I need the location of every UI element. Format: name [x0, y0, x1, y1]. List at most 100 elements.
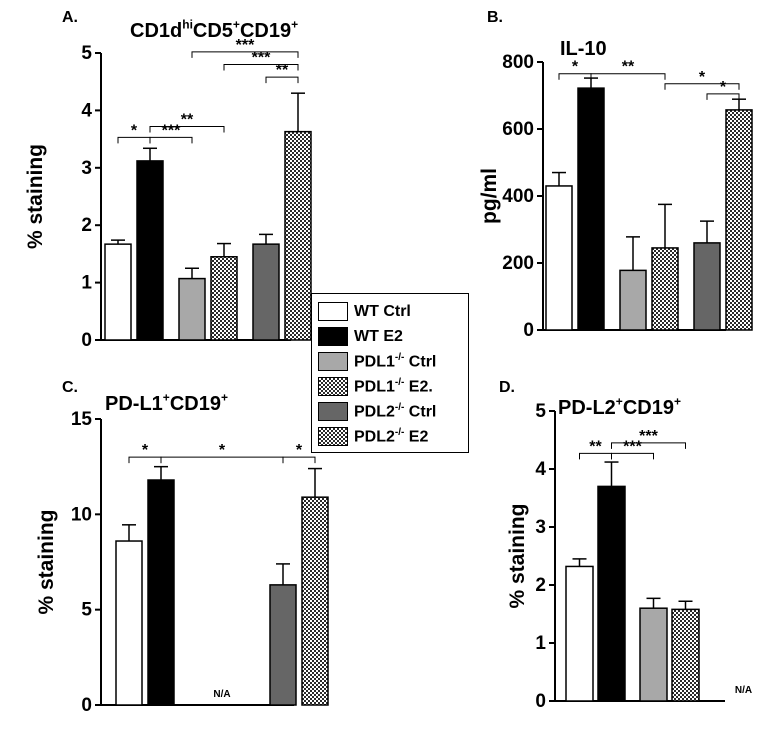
panel-letter: A. — [62, 9, 78, 26]
significance-label: * — [699, 69, 706, 86]
title-superscript: + — [674, 395, 681, 409]
significance-label: *** — [162, 122, 181, 139]
chart-title: IL-10 — [560, 38, 607, 60]
title-segment: PD-L1 — [105, 393, 163, 415]
legend-swatch — [318, 377, 348, 396]
significance-label: * — [720, 79, 727, 96]
bar — [619, 269, 647, 331]
bar — [577, 87, 605, 331]
y-tick-label: 400 — [502, 186, 534, 207]
y-axis-label: pg/ml — [478, 168, 501, 224]
significance-bracket — [149, 136, 193, 144]
y-tick-label: 0 — [535, 691, 546, 712]
significance-label: ** — [181, 111, 194, 128]
significance-label: *** — [252, 49, 271, 66]
legend-label-segment: E2 — [404, 428, 429, 446]
chart-title: CD1dhiCD5+CD19+ — [130, 18, 298, 42]
y-axis-label: % staining — [506, 503, 529, 608]
bar — [252, 243, 280, 341]
bar — [284, 130, 312, 341]
title-segment: CD19 — [170, 393, 221, 415]
legend-label-segment: PDL2 — [354, 428, 395, 446]
title-segment: CD19 — [623, 397, 674, 419]
bar — [725, 109, 753, 331]
title-segment: CD1d — [130, 20, 182, 42]
title-superscript: + — [163, 391, 170, 405]
legend-label: PDL2-/- E2 — [354, 427, 428, 446]
bar — [210, 256, 238, 341]
significance-label: * — [296, 442, 303, 459]
y-tick-label: 15 — [71, 409, 93, 430]
significance-bracket — [282, 456, 316, 464]
y-tick-label: 4 — [81, 100, 92, 121]
legend-item: PDL2-/- Ctrl — [318, 399, 468, 424]
legend-item: PDL1-/- E2. — [318, 374, 468, 399]
legend-label-segment: Ctrl — [404, 353, 437, 371]
legend-label: WT E2 — [354, 328, 403, 346]
legend-label-segment: PDL1 — [354, 378, 395, 396]
significance-bracket — [664, 83, 740, 90]
significance-label: * — [572, 59, 579, 76]
legend-label-superscript: -/- — [394, 401, 405, 413]
title-superscript: hi — [182, 18, 193, 32]
title-segment: IL-10 — [560, 38, 607, 60]
chart-title: PD-L2+CD19+ — [558, 395, 681, 419]
title-segment: CD5 — [193, 20, 233, 42]
significance-label: * — [219, 442, 226, 459]
legend-swatch — [318, 302, 348, 321]
bar — [136, 160, 164, 341]
y-tick-label: 2 — [535, 575, 546, 596]
panel-letter: B. — [487, 9, 503, 26]
legend-label: PDL2-/- Ctrl — [354, 402, 436, 421]
legend-swatch — [318, 427, 348, 446]
legend-swatch — [318, 352, 348, 371]
y-tick-label: 200 — [502, 253, 534, 274]
y-tick-label: 800 — [502, 52, 534, 73]
y-tick-label: 0 — [81, 330, 92, 351]
significance-bracket — [149, 125, 225, 133]
y-tick-label: 4 — [535, 459, 546, 480]
y-tick-label: 5 — [535, 401, 546, 422]
title-segment: PD-L2 — [558, 397, 616, 419]
y-axis-label: % staining — [24, 144, 47, 249]
legend-label: PDL1-/- E2. — [354, 377, 433, 396]
bar — [639, 607, 668, 702]
bar — [104, 243, 132, 341]
legend-label: WT Ctrl — [354, 303, 411, 321]
bar — [147, 479, 175, 706]
significance-bracket — [265, 76, 299, 84]
legend-swatch — [318, 327, 348, 346]
bar — [545, 185, 573, 331]
title-segment: CD19 — [240, 20, 291, 42]
legend-item: PDL1-/- Ctrl — [318, 349, 468, 374]
significance-bracket — [590, 73, 666, 80]
title-superscript: + — [616, 395, 623, 409]
title-superscript: + — [291, 18, 298, 32]
significance-label: * — [142, 442, 149, 459]
legend-label: PDL1-/- Ctrl — [354, 352, 436, 371]
na-label: N/A — [735, 685, 752, 696]
panel-letter: D. — [499, 379, 515, 396]
bar — [565, 565, 594, 702]
chart-title: PD-L1+CD19+ — [105, 391, 228, 415]
significance-label: ** — [589, 438, 602, 455]
y-tick-label: 3 — [81, 158, 92, 179]
legend-label-segment: Ctrl — [404, 403, 437, 421]
legend-item: WT Ctrl — [318, 299, 468, 324]
significance-label: ** — [622, 59, 635, 76]
y-tick-label: 10 — [71, 504, 92, 525]
significance-label: * — [131, 122, 138, 139]
bar — [115, 540, 143, 706]
title-superscript: + — [233, 18, 240, 32]
significance-bracket — [191, 51, 299, 58]
na-label: N/A — [213, 689, 230, 700]
bar — [178, 277, 206, 341]
significance-bracket — [706, 93, 740, 100]
significance-bracket — [223, 63, 299, 71]
legend-label-superscript: -/- — [394, 351, 405, 363]
y-axis-label: % staining — [35, 509, 58, 614]
